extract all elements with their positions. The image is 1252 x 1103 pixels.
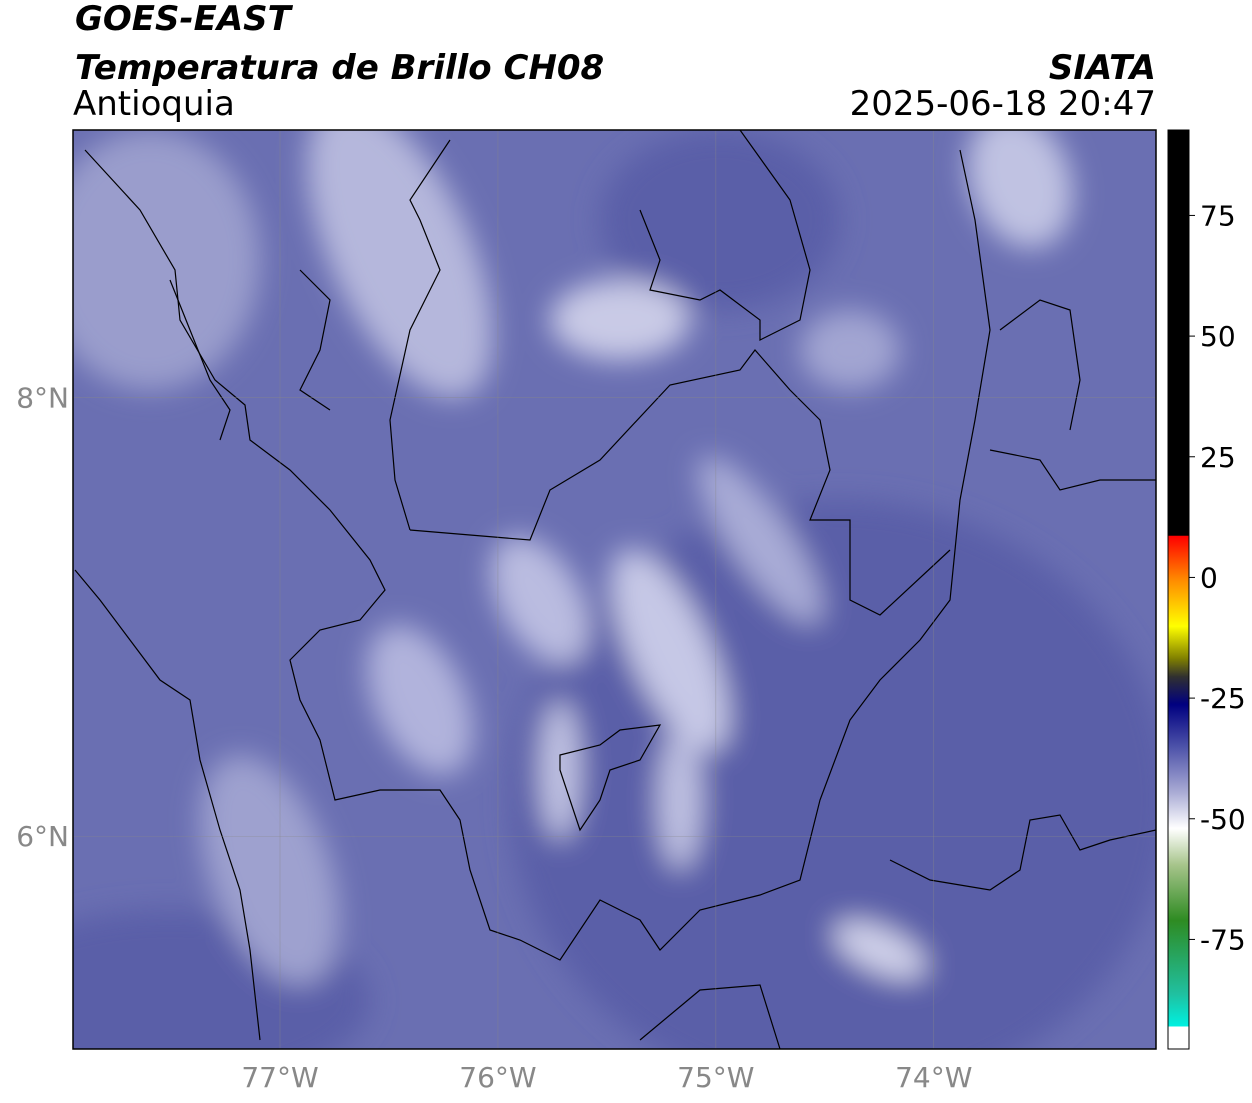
cloud — [600, 130, 840, 310]
x-tick-label: 77°W — [241, 1061, 318, 1094]
colorbar-tick-label: -75 — [1200, 923, 1246, 956]
cloud — [510, 500, 1156, 1049]
satellite-image — [73, 130, 1156, 1049]
region: Antioquia — [73, 84, 235, 124]
cloud — [550, 280, 690, 360]
cloud — [200, 755, 340, 985]
cloud — [307, 130, 493, 398]
coastline — [169, 279, 231, 441]
municipality-border — [559, 724, 662, 832]
cloud — [367, 625, 473, 775]
colorbar-tick-label: 25 — [1200, 441, 1236, 474]
department-border — [639, 984, 781, 1049]
map-frame — [72, 129, 1157, 1050]
department-border — [889, 814, 1156, 891]
timestamp: 2025-06-18 20:47 — [850, 84, 1156, 124]
coastline — [999, 299, 1081, 431]
department-border — [639, 130, 811, 341]
title: GOES-EAST — [75, 0, 294, 39]
colorbar — [1167, 129, 1190, 1050]
colorbar-tick-label: 75 — [1200, 199, 1236, 232]
cloud — [658, 730, 702, 870]
cloud-field — [73, 130, 1156, 1049]
coastline — [74, 569, 261, 1041]
colorbar-tick-label: -25 — [1200, 682, 1246, 715]
department-border — [389, 139, 451, 531]
grid — [73, 130, 1156, 1049]
y-tick-label: 6°N — [16, 820, 69, 853]
colorbar-tick-label: 0 — [1200, 561, 1218, 594]
department-border — [84, 149, 991, 961]
colorbar-tick-label: 50 — [1200, 320, 1236, 353]
cloud — [697, 456, 823, 624]
cloud — [967, 130, 1073, 248]
borders — [74, 130, 1156, 1049]
colorbar-tick-label: -50 — [1200, 803, 1246, 836]
cloud — [800, 310, 900, 390]
coastline — [299, 269, 331, 411]
x-tick-label: 74°W — [895, 1061, 972, 1094]
cloud — [73, 130, 260, 390]
cloud — [611, 548, 729, 752]
cloud — [833, 920, 927, 980]
y-tick-label: 8°N — [16, 382, 69, 415]
cloud — [490, 536, 590, 664]
source: SIATA — [1049, 48, 1156, 88]
department-border — [409, 349, 951, 616]
x-tick-label: 75°W — [677, 1061, 754, 1094]
x-tick-label: 76°W — [459, 1061, 536, 1094]
department-border — [989, 449, 1156, 491]
subtitle: Temperatura de Brillo CH08 — [75, 48, 604, 88]
